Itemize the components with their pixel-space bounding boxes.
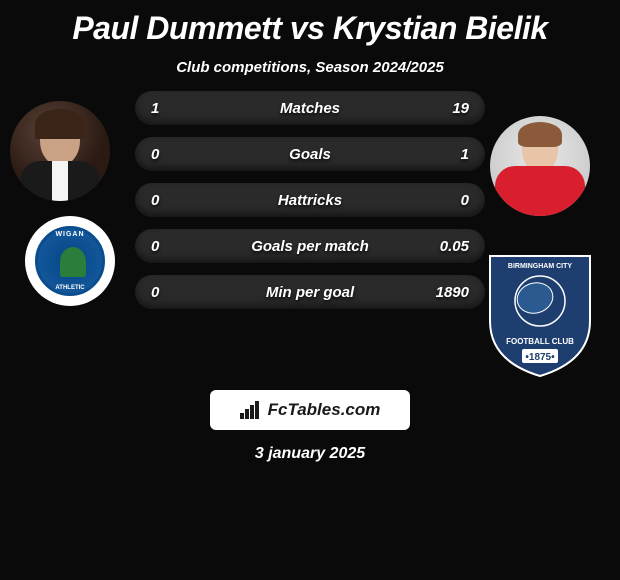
page-title: Paul Dummett vs Krystian Bielik	[0, 0, 620, 47]
page-subtitle: Club competitions, Season 2024/2025	[0, 59, 620, 76]
tree-icon	[60, 247, 86, 277]
player-right-shirt	[495, 166, 585, 216]
player-left-shirt	[20, 161, 100, 201]
svg-text:BIRMINGHAM CITY: BIRMINGHAM CITY	[508, 263, 572, 270]
stat-label: Hattricks	[135, 192, 485, 209]
date-label: 3 january 2025	[0, 445, 620, 463]
brand-text: FcTables.com	[268, 400, 381, 420]
stat-row: 0 Goals 1	[135, 137, 485, 171]
stat-right-value: 1890	[436, 284, 469, 301]
stat-right-value: 0.05	[440, 238, 469, 255]
club-left-crest	[25, 216, 115, 306]
bar-chart-icon	[240, 401, 262, 419]
club-right-crest: BIRMINGHAM CITY FOOTBALL CLUB •1875•	[480, 246, 600, 381]
player-left-avatar	[10, 101, 110, 201]
comparison-panel: BIRMINGHAM CITY FOOTBALL CLUB •1875• 1 M…	[0, 106, 620, 396]
stat-row: 1 Matches 19	[135, 91, 485, 125]
stat-row: 0 Hattricks 0	[135, 183, 485, 217]
stat-right-value: 19	[452, 100, 469, 117]
player-right-avatar	[490, 116, 590, 216]
stat-label: Goals	[135, 146, 485, 163]
stat-right-value: 0	[461, 192, 469, 209]
stat-label: Goals per match	[135, 238, 485, 255]
brand-logo: FcTables.com	[210, 390, 410, 430]
svg-text:FOOTBALL CLUB: FOOTBALL CLUB	[506, 337, 574, 346]
birmingham-crest-icon: BIRMINGHAM CITY FOOTBALL CLUB •1875•	[480, 246, 600, 381]
crest-year: •1875•	[525, 352, 555, 363]
stat-right-value: 1	[461, 146, 469, 163]
stat-row: 0 Min per goal 1890	[135, 275, 485, 309]
wigan-crest-icon	[35, 226, 105, 296]
stat-bars: 1 Matches 19 0 Goals 1 0 Hattricks 0 0 G…	[135, 91, 485, 321]
stat-label: Matches	[135, 100, 485, 117]
stat-row: 0 Goals per match 0.05	[135, 229, 485, 263]
stat-label: Min per goal	[135, 284, 485, 301]
